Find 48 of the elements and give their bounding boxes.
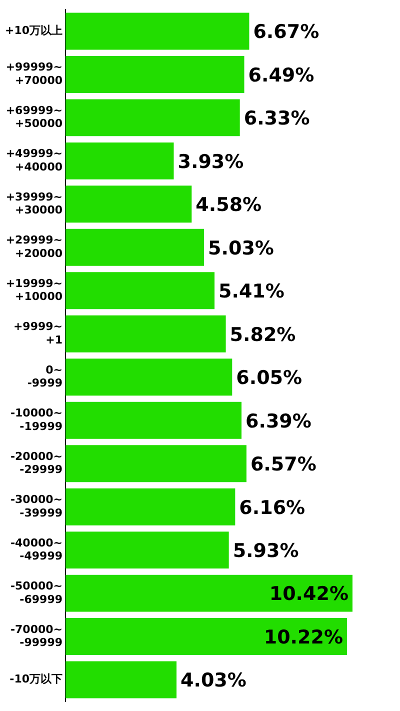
bar [66, 272, 215, 310]
y-tick-label: -10万以下 [10, 672, 63, 686]
data-label: 5.41% [218, 280, 284, 303]
bar [66, 228, 204, 266]
y-tick-label: -50000~ -69999 [10, 580, 63, 606]
bar [66, 532, 229, 569]
data-label: 3.93% [178, 150, 244, 173]
data-label: 6.57% [250, 454, 316, 476]
y-tick-label: +39999~ +30000 [6, 190, 63, 217]
data-label: 6.33% [244, 108, 310, 130]
data-label: 10.42% [269, 583, 348, 606]
data-label: 5.82% [230, 324, 296, 346]
bar [66, 142, 174, 180]
y-tick-label: -40000~ -49999 [10, 536, 63, 563]
bar [66, 315, 226, 352]
y-tick-label: +69999~ +50000 [6, 104, 63, 130]
data-label: 6.67% [253, 21, 320, 44]
y-tick-label: +49999~ +40000 [6, 147, 63, 174]
bar [66, 56, 244, 93]
bar [66, 618, 347, 656]
bar [66, 402, 242, 439]
y-tick-label: +19999~ +10000 [6, 276, 63, 304]
y-tick-label: +10万以上 [4, 24, 63, 38]
data-label: 5.03% [208, 237, 274, 260]
bar [66, 445, 246, 482]
bar [66, 661, 177, 698]
y-tick-label: +29999~ +20000 [6, 234, 63, 260]
data-label: 4.03% [180, 670, 246, 692]
y-tick-label: -70000~ -99999 [10, 622, 63, 650]
bar [66, 12, 250, 50]
y-tick-label: 0~ -9999 [27, 363, 63, 390]
data-label: 6.49% [248, 64, 314, 86]
data-label: 10.22% [264, 626, 343, 648]
data-label: 5.93% [232, 540, 299, 562]
y-tick-label: +9999~ +1 [13, 320, 63, 346]
bar [66, 186, 192, 223]
data-label: 6.05% [236, 367, 302, 390]
bar [66, 574, 352, 612]
bar [66, 358, 232, 396]
bar [66, 99, 240, 136]
y-tick-label: +99999~ +70000 [6, 60, 63, 87]
data-label: 6.16% [239, 496, 306, 519]
y-tick-label: -20000~ -29999 [10, 450, 63, 476]
y-tick-label: -10000~ -19999 [10, 406, 63, 433]
data-label: 6.39% [246, 410, 312, 432]
data-label: 4.58% [196, 194, 262, 216]
y-tick-label: -30000~ -39999 [10, 493, 63, 520]
bar [66, 488, 236, 526]
